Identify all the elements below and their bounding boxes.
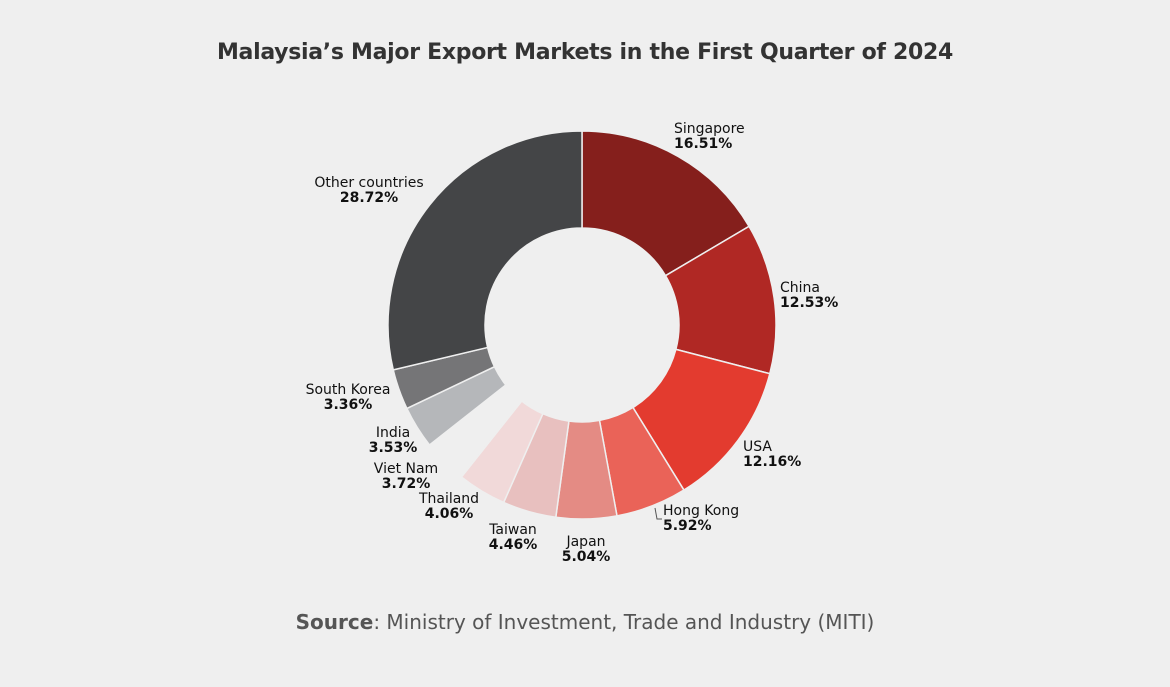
label-taiwan: Taiwan	[488, 522, 537, 538]
value-india: 3.53%	[369, 440, 418, 456]
value-china: 12.53%	[780, 295, 838, 311]
label-china: China	[780, 280, 820, 296]
value-singapore: 16.51%	[674, 136, 732, 152]
value-usa: 12.16%	[743, 454, 801, 470]
label-viet-nam: Viet Nam	[374, 461, 438, 477]
slices-layer	[387, 130, 777, 520]
label-south-korea: South Korea	[306, 382, 391, 398]
value-south-korea: 3.36%	[324, 397, 373, 413]
leader-line-hong-kong	[654, 507, 662, 520]
source-text: : Ministry of Investment, Trade and Indu…	[373, 610, 875, 634]
label-singapore: Singapore	[674, 121, 745, 137]
slice-other-countries	[387, 130, 583, 371]
value-hong-kong: 5.92%	[663, 518, 712, 534]
value-other-countries: 28.72%	[340, 190, 398, 206]
label-hong-kong: Hong Kong	[663, 503, 739, 519]
chart-title: Malaysia’s Major Export Markets in the F…	[216, 40, 954, 65]
label-usa: USA	[743, 439, 772, 455]
value-viet-nam: 3.72%	[382, 476, 431, 492]
label-india: India	[376, 425, 410, 441]
label-japan: Japan	[565, 534, 605, 550]
source-label: Source	[295, 610, 374, 634]
source-note: Source: Ministry of Investment, Trade an…	[0, 610, 1170, 634]
value-taiwan: 4.46%	[489, 537, 538, 553]
value-thailand: 4.06%	[425, 506, 474, 522]
label-thailand: Thailand	[418, 491, 479, 507]
leader-lines	[654, 507, 662, 520]
label-other-countries: Other countries	[314, 175, 423, 191]
value-japan: 5.04%	[562, 549, 611, 565]
slice-singapore	[581, 130, 751, 277]
